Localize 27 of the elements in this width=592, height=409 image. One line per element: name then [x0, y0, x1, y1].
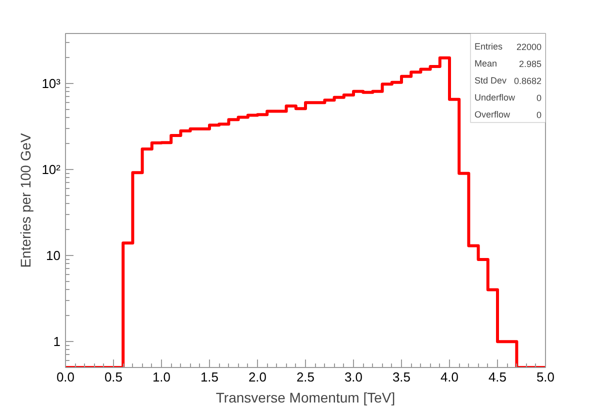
annotation: 0: [536, 93, 542, 103]
x-tick-label: 4.5: [488, 370, 507, 384]
y-tick-label: 1: [53, 334, 61, 350]
annotation: 0.8682: [514, 76, 542, 86]
x-tick-label: 1.0: [152, 370, 171, 384]
x-tick-label: 0.0: [56, 370, 75, 384]
y-tick-label: 10²: [42, 162, 62, 177]
x-tick-label: 1.5: [200, 370, 219, 384]
x-tick-label: 3.0: [344, 370, 363, 384]
annotation: Entries: [474, 42, 504, 52]
annotation: 0: [536, 110, 542, 120]
annotation: Mean: [474, 58, 498, 68]
y-tick-label: 10³: [42, 76, 62, 91]
annotation: Underflow: [474, 92, 516, 102]
annotation: 22000: [516, 42, 542, 52]
x-tick-label: 3.5: [392, 370, 411, 384]
annotation: Overflow: [474, 110, 511, 120]
y-axis-title: Enteries per 100 GeV: [18, 132, 34, 268]
x-axis-title: Transverse Momentum [TeV]: [216, 390, 396, 406]
annotation: 2.985: [518, 59, 542, 69]
x-tick-label: 5.0: [536, 370, 555, 384]
x-tick-label: 2.5: [296, 370, 315, 384]
x-tick-label: 2.0: [248, 370, 267, 384]
x-tick-label: 4.0: [440, 370, 459, 384]
annotation: Std Dev: [474, 76, 508, 86]
x-tick-label: 0.5: [104, 370, 123, 384]
y-tick-label: 10: [46, 248, 61, 264]
